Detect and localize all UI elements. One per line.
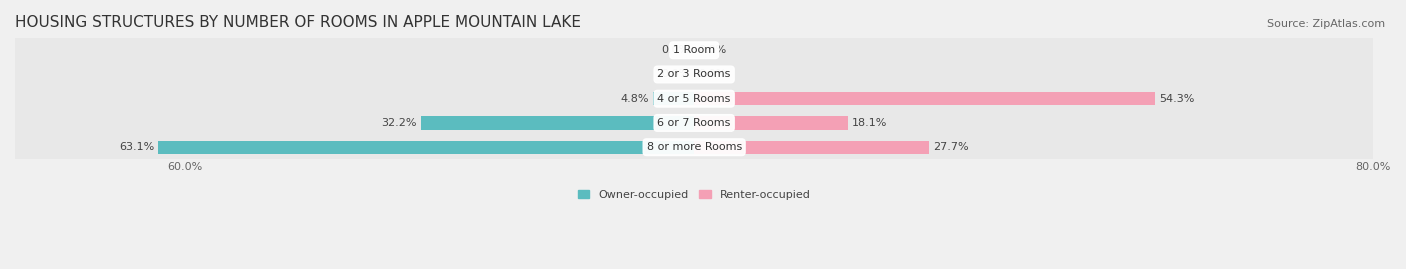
Text: 2 or 3 Rooms: 2 or 3 Rooms (658, 69, 731, 79)
Text: 32.2%: 32.2% (381, 118, 416, 128)
Bar (15, 62, 1374, 87)
Bar (695, 92, 1156, 105)
Text: 0.0%: 0.0% (662, 45, 690, 55)
Text: HOUSING STRUCTURES BY NUMBER OF ROOMS IN APPLE MOUNTAIN LAKE: HOUSING STRUCTURES BY NUMBER OF ROOMS IN… (15, 15, 581, 30)
Text: 1 Room: 1 Room (673, 45, 716, 55)
Bar (695, 140, 929, 154)
Text: 27.7%: 27.7% (934, 142, 969, 152)
Bar (654, 92, 695, 105)
Bar (420, 116, 695, 130)
Text: 18.1%: 18.1% (852, 118, 887, 128)
Text: 0.0%: 0.0% (699, 45, 727, 55)
Bar (15, 111, 1374, 135)
Bar (15, 135, 1374, 159)
Text: 8 or more Rooms: 8 or more Rooms (647, 142, 742, 152)
Text: 4 or 5 Rooms: 4 or 5 Rooms (658, 94, 731, 104)
Text: 54.3%: 54.3% (1160, 94, 1195, 104)
Legend: Owner-occupied, Renter-occupied: Owner-occupied, Renter-occupied (578, 190, 810, 200)
Text: 0.0%: 0.0% (699, 69, 727, 79)
Text: 4.8%: 4.8% (620, 94, 650, 104)
Bar (159, 140, 695, 154)
Bar (15, 87, 1374, 111)
Text: 63.1%: 63.1% (120, 142, 155, 152)
Text: Source: ZipAtlas.com: Source: ZipAtlas.com (1267, 19, 1385, 29)
Bar (695, 116, 848, 130)
Text: 0.0%: 0.0% (662, 69, 690, 79)
Bar (15, 38, 1374, 62)
Text: 6 or 7 Rooms: 6 or 7 Rooms (658, 118, 731, 128)
